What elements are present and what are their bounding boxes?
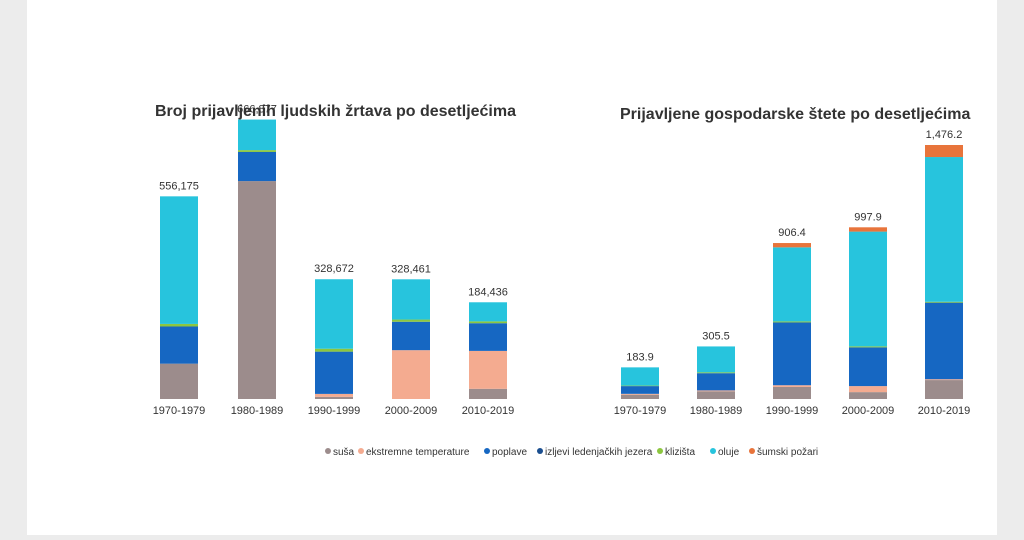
legend-label-sumski_pozari: šumski požari: [757, 447, 818, 458]
bar-segment-right-poplave-1980-1989: [697, 373, 735, 391]
bar-segment-left-poplave-1980-1989: [238, 151, 276, 182]
bar-segment-right-ekstremne_temperature-2000-2009: [849, 386, 887, 393]
bar-segment-right-poplave-2000-2009: [849, 347, 887, 387]
bar-segment-left-klizista-1970-1979: [160, 323, 198, 327]
bar-segment-right-sumski_pozari-1990-1999: [773, 243, 811, 248]
legend-marker-sumski_pozari: [749, 448, 755, 454]
legend-marker-ekstremne_temperature: [358, 448, 364, 454]
bars-left-group: 556,175 1970-1979 666,877 1980-1989 328,672 1…: [153, 104, 515, 417]
category-label-left-2010-2019: 2010-2019: [462, 405, 515, 417]
legend: suša ekstremne temperature poplave izljevi …: [325, 447, 818, 458]
bar-segment-right-oluje-1980-1989: [697, 346, 735, 373]
bar-segment-right-oluje-2010-2019: [925, 157, 963, 302]
bar-segment-right-ekstremne_temperature-1970-1979: [621, 393, 659, 395]
legend-label-izljevi: izljevi ledenjačkih jezera: [545, 447, 653, 458]
legend-marker-oluje: [710, 448, 716, 454]
bar-segment-left-oluje-1970-1979: [160, 196, 198, 324]
bar-segment-left-ekstremne_temperature-1990-1999: [315, 393, 353, 397]
bar-segment-left-oluje-2010-2019: [469, 302, 507, 322]
bar-segment-right-klizista-2000-2009: [849, 346, 887, 348]
total-label-right-2000-2009: 997.9: [854, 211, 882, 223]
bar-segment-right-susa-1970-1979: [621, 394, 659, 399]
bar-segment-right-oluje-1970-1979: [621, 367, 659, 386]
bar-segment-left-klizista-1990-1999: [315, 348, 353, 352]
total-label-left-1980-1989: 666,877: [237, 104, 277, 116]
bar-segment-left-oluje-1980-1989: [238, 119, 276, 151]
bar-segment-right-susa-2000-2009: [849, 392, 887, 399]
bar-segment-right-sumski_pozari-2000-2009: [849, 227, 887, 232]
total-label-left-2000-2009: 328,461: [391, 263, 431, 275]
bar-segment-left-klizista-1980-1989: [238, 150, 276, 152]
category-label-right-1970-1979: 1970-1979: [614, 405, 667, 417]
category-label-right-2000-2009: 2000-2009: [842, 405, 895, 417]
category-label-left-1970-1979: 1970-1979: [153, 405, 206, 417]
total-label-left-1990-1999: 328,672: [314, 263, 354, 275]
total-label-right-1970-1979: 183.9: [626, 351, 654, 363]
bar-segment-left-oluje-2000-2009: [392, 279, 430, 320]
bar-segment-right-susa-1990-1999: [773, 386, 811, 399]
bar-segment-right-sumski_pozari-2010-2019: [925, 145, 963, 158]
category-label-left-1990-1999: 1990-1999: [308, 405, 361, 417]
legend-label-poplave: poplave: [492, 447, 527, 458]
legend-label-klizista: klizišta: [665, 447, 695, 458]
bar-segment-right-susa-1980-1989: [697, 391, 735, 399]
bar-segment-right-klizista-1970-1979: [621, 385, 659, 387]
bar-segment-left-poplave-2000-2009: [392, 321, 430, 351]
bar-segment-left-klizista-2010-2019: [469, 321, 507, 324]
chart-title-left: Broj prijavljenih ljudskih žrtava po des…: [155, 103, 516, 120]
bar-segment-right-klizista-1990-1999: [773, 321, 811, 323]
category-label-right-2010-2019: 2010-2019: [918, 405, 971, 417]
bar-segment-right-ekstremne_temperature-2010-2019: [925, 379, 963, 381]
bar-segment-left-susa-1970-1979: [160, 363, 198, 399]
bar-segment-left-ekstremne_temperature-2000-2009: [392, 350, 430, 399]
bar-segment-left-susa-1980-1989: [238, 181, 276, 399]
total-label-left-2010-2019: 184,436: [468, 286, 508, 298]
bar-segment-right-ekstremne_temperature-1980-1989: [697, 390, 735, 392]
category-label-right-1980-1989: 1980-1989: [690, 405, 743, 417]
bar-segment-right-poplave-1970-1979: [621, 386, 659, 394]
chart-title-right: Prijavljene gospodarske štete po desetlj…: [620, 106, 970, 123]
bar-segment-left-ekstremne_temperature-2010-2019: [469, 350, 507, 389]
bar-segment-left-susa-2010-2019: [469, 388, 507, 399]
legend-marker-klizista: [657, 448, 663, 454]
bar-segment-right-oluje-1990-1999: [773, 247, 811, 322]
bar-segment-left-poplave-1970-1979: [160, 326, 198, 364]
legend-marker-poplave: [484, 448, 490, 454]
category-label-left-1980-1989: 1980-1989: [231, 405, 284, 417]
total-label-right-1980-1989: 305.5: [702, 330, 730, 342]
category-label-right-1990-1999: 1990-1999: [766, 405, 819, 417]
bar-segment-right-klizista-1980-1989: [697, 372, 735, 374]
legend-label-ekstremne_temperature: ekstremne temperature: [366, 447, 470, 458]
bar-segment-right-poplave-2010-2019: [925, 302, 963, 380]
bar-segment-right-susa-2010-2019: [925, 380, 963, 399]
bar-segment-left-klizista-2000-2009: [392, 319, 430, 322]
total-label-right-1990-1999: 906.4: [778, 227, 806, 239]
category-label-left-2000-2009: 2000-2009: [385, 405, 438, 417]
bar-segment-left-poplave-1990-1999: [315, 351, 353, 394]
legend-label-susa: suša: [333, 447, 355, 458]
legend-marker-izljevi: [537, 448, 543, 454]
bar-segment-right-klizista-2010-2019: [925, 301, 963, 303]
legend-marker-susa: [325, 448, 331, 454]
bar-segment-right-poplave-1990-1999: [773, 322, 811, 386]
bar-segment-right-ekstremne_temperature-1990-1999: [773, 385, 811, 387]
bar-segment-left-oluje-1990-1999: [315, 279, 353, 349]
bar-segment-left-susa-1990-1999: [315, 396, 353, 399]
bars-right-group: 183.9 1970-1979 305.5 1980-1989 906.4 1990-19…: [614, 129, 971, 417]
total-label-right-2010-2019: 1,476.2: [926, 129, 963, 141]
legend-label-oluje: oluje: [718, 447, 740, 458]
total-label-left-1970-1979: 556,175: [159, 180, 199, 192]
bar-segment-right-oluje-2000-2009: [849, 231, 887, 347]
bar-segment-left-poplave-2010-2019: [469, 323, 507, 351]
